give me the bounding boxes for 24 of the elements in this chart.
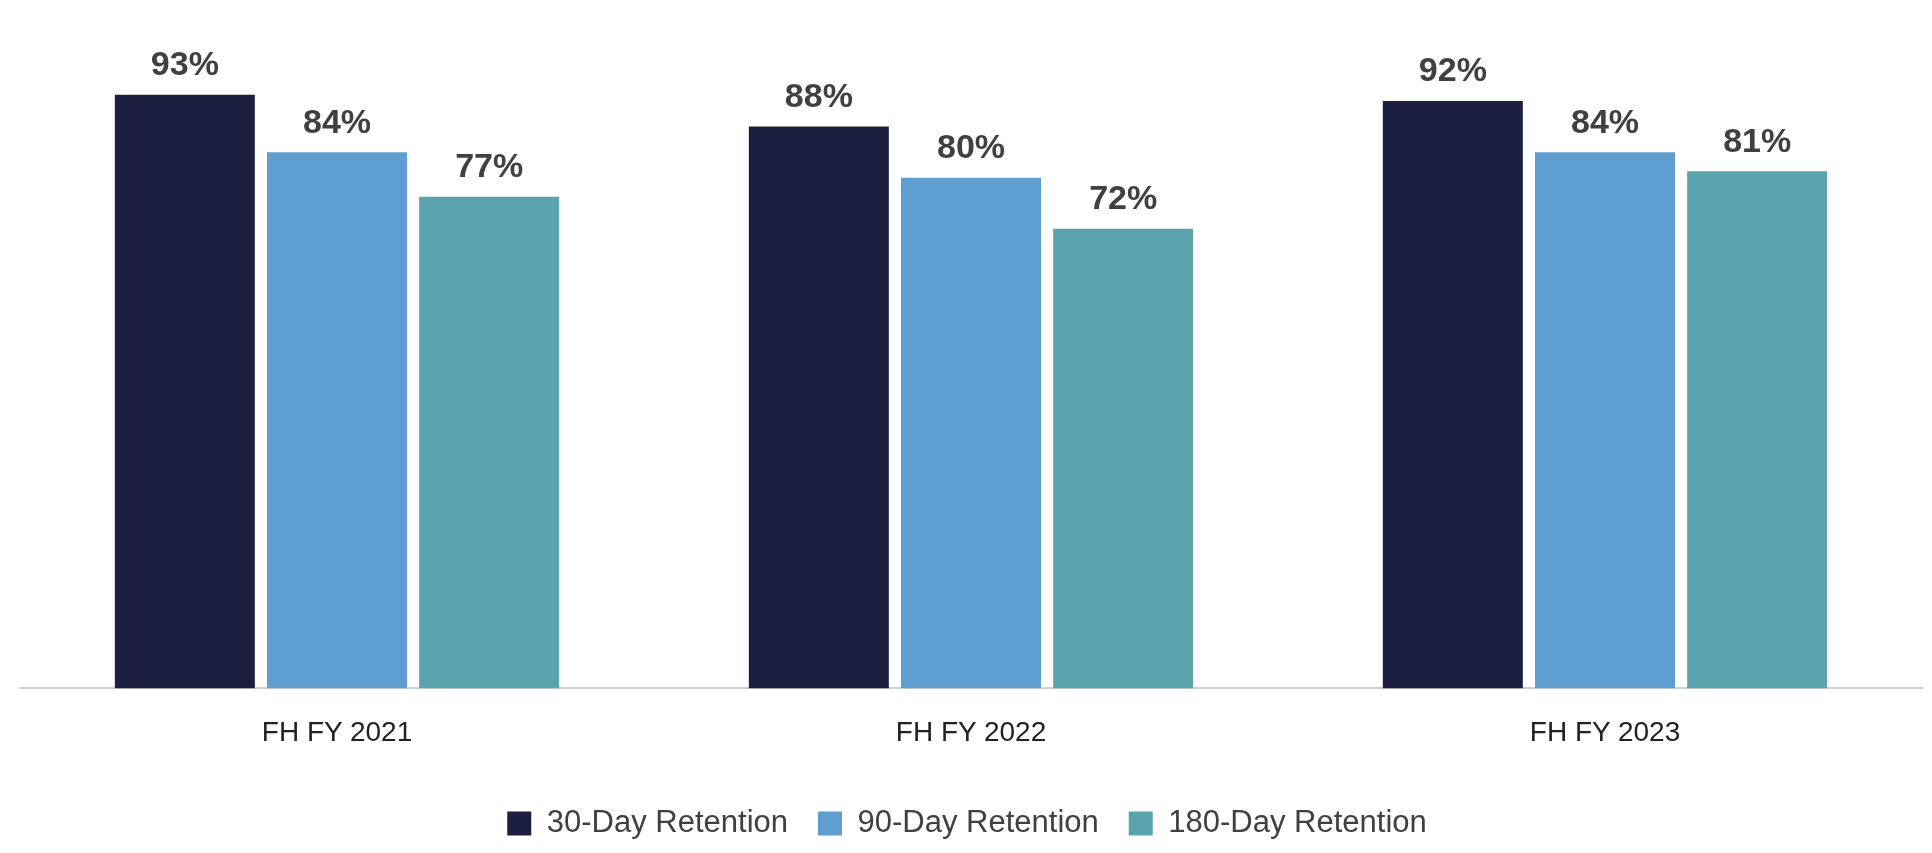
data-label: 80%	[936, 127, 1006, 166]
data-label: 84%	[302, 101, 372, 140]
legend-label: 30-Day Retention	[546, 804, 789, 840]
x-tick-label: FH FY 2021	[261, 715, 413, 747]
data-label: 81%	[1723, 120, 1792, 159]
bar	[1687, 171, 1828, 689]
bar	[114, 94, 255, 689]
bar	[1382, 101, 1523, 689]
bar	[267, 152, 407, 689]
data-label: 88%	[784, 75, 853, 114]
bar	[1535, 152, 1675, 689]
data-label: 92%	[1418, 50, 1487, 89]
data-label: 93%	[150, 44, 219, 83]
data-label: 72%	[1089, 178, 1158, 217]
x-tick-label: FH FY 2023	[1529, 715, 1681, 747]
bar	[901, 177, 1041, 689]
legend-label: 90-Day Retention	[857, 804, 1099, 840]
bar	[1053, 228, 1194, 689]
bar	[748, 126, 889, 689]
legend-label: 180-Day Retention	[1168, 804, 1427, 840]
data-label: 84%	[1570, 101, 1640, 140]
x-tick-label: FH FY 2022	[895, 715, 1047, 747]
data-label: 77%	[455, 146, 524, 185]
bar	[419, 196, 560, 689]
